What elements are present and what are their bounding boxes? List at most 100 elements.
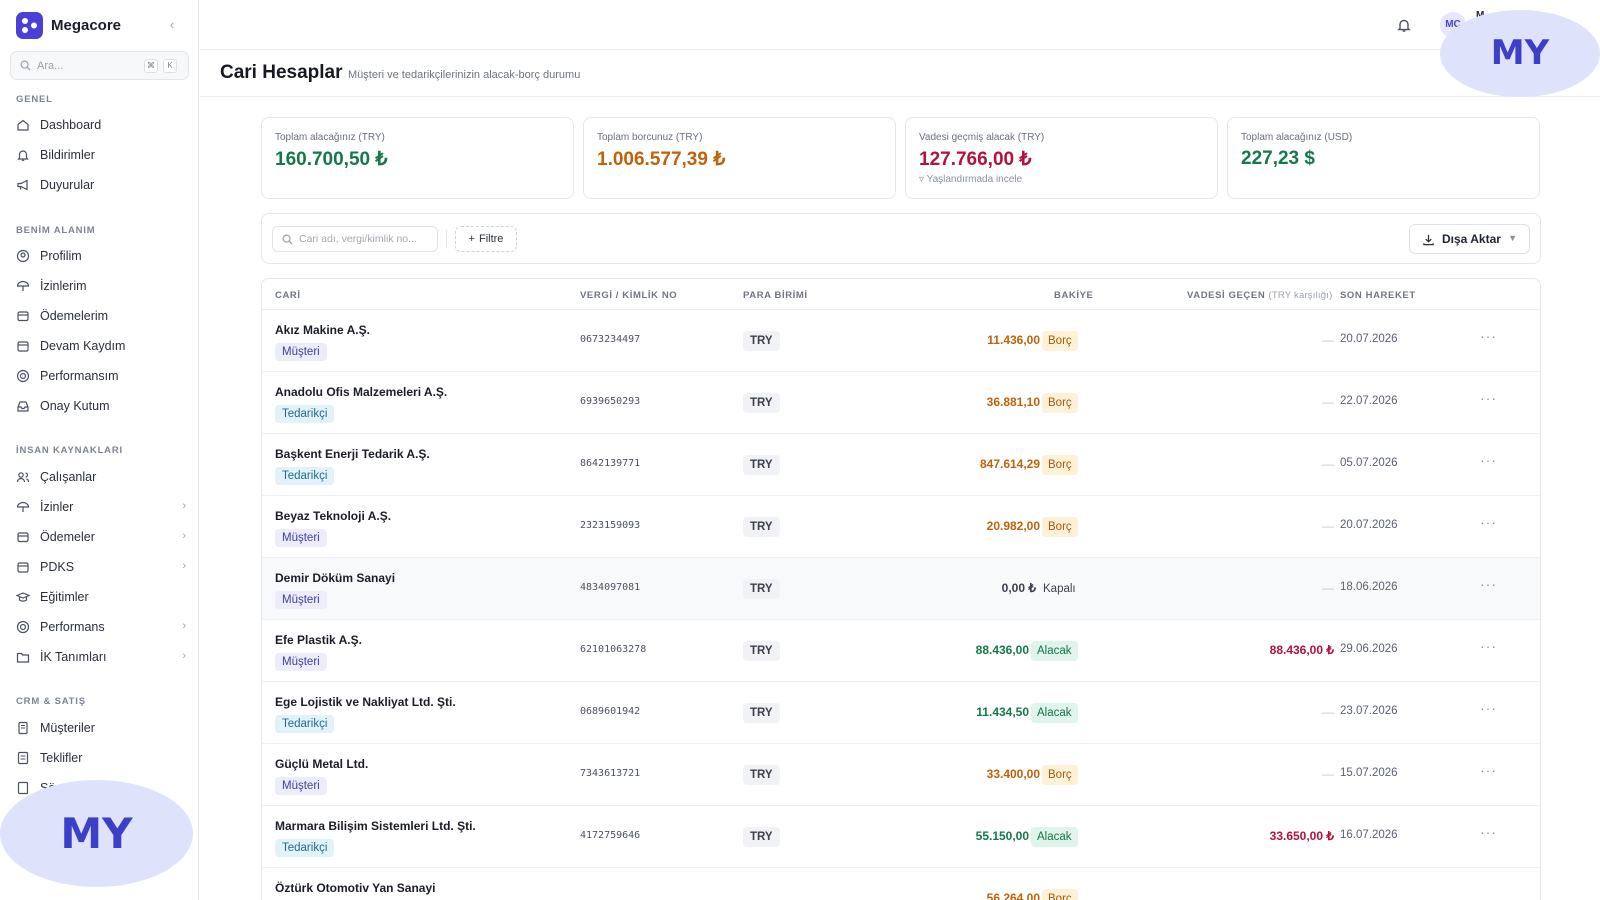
more-actions-icon[interactable]: ··· <box>1480 452 1497 468</box>
sidebar-item-odemeler[interactable]: Ödemeler › <box>16 526 186 548</box>
stat-value: 160.700,50 ₺ <box>275 149 388 170</box>
more-actions-icon[interactable]: ··· <box>1480 576 1497 592</box>
section-title-genel: GENEL <box>16 94 53 105</box>
stat-card-total-receivable-usd: Toplam alacağınız (USD) 227,23 $ <box>1227 117 1540 199</box>
sidebar-item-dashboard[interactable]: Dashboard <box>16 114 186 136</box>
sidebar-item-label: Çalışanlar <box>40 470 97 484</box>
sidebar-item-onay-kutum[interactable]: Onay Kutum <box>16 395 186 417</box>
chevron-right-icon: › <box>182 500 186 512</box>
sidebar-item-label: Müşteriler <box>40 721 95 735</box>
balance-status-badge: Borç <box>1042 765 1078 785</box>
shortcut-key-cmd: ⌘ <box>144 59 158 73</box>
sidebar-item-calisanlar[interactable]: Çalışanlar <box>16 466 186 488</box>
aging-link[interactable]: ▿ Yaşlandırmada incele <box>919 174 1022 185</box>
column-header-last-activity[interactable]: SON HAREKET <box>1340 290 1416 301</box>
sidebar-search-input[interactable]: Ara... ⌘ K <box>10 51 189 80</box>
more-actions-icon[interactable]: ··· <box>1480 700 1497 716</box>
page-subtitle: Müşteri ve tedarikçilerinizin alacak-bor… <box>348 69 581 81</box>
stat-card-total-debt-try: Toplam borcunuz (TRY) 1.006.577,39 ₺ <box>583 117 896 199</box>
account-name[interactable]: Anadolu Ofis Malzemeleri A.Ş. <box>275 385 448 399</box>
umbrella-icon <box>16 280 30 291</box>
account-name[interactable]: Efe Plastik A.Ş. <box>275 633 362 647</box>
table-row[interactable]: Ege Lojistik ve Nakliyat Ltd. Şti. Tedari… <box>262 682 1540 744</box>
more-actions-icon[interactable]: ··· <box>1480 824 1497 840</box>
export-button[interactable]: Dışa Aktar ▼ <box>1409 224 1530 254</box>
column-header-overdue[interactable]: VADESİ GEÇEN (TRY karşılığı) <box>1187 290 1332 301</box>
table-row[interactable]: Başkent Enerji Tedarik A.Ş. Tedarikçi 8642… <box>262 434 1540 496</box>
table-row[interactable]: Güçlü Metal Ltd. Müşteri 7343613721 TRY 33.4… <box>262 744 1540 806</box>
account-name[interactable]: Ege Lojistik ve Nakliyat Ltd. Şti. <box>275 695 456 709</box>
table-row[interactable]: Efe Plastik A.Ş. Müşteri 62101063278 TRY 88.… <box>262 620 1540 682</box>
brand[interactable]: Megacore <box>16 12 121 39</box>
table-row[interactable]: Beyaz Teknoloji A.Ş. Müşteri 2323159093 TRY… <box>262 496 1540 558</box>
sidebar-item-bildirimler[interactable]: Bildirimler <box>16 144 186 166</box>
sidebar-item-izinler[interactable]: İzinler › <box>16 496 186 518</box>
balance-amount: 56.264,00 ₺ <box>986 891 1051 900</box>
notifications-bell-icon[interactable] <box>1396 17 1412 33</box>
sidebar-item-label: İzinlerim <box>40 279 87 293</box>
column-header-currency[interactable]: PARA BİRİMİ <box>743 290 808 301</box>
filter-button[interactable]: + Filtre <box>455 226 517 252</box>
sidebar-item-label: PDKS <box>40 560 75 574</box>
umbrella-icon <box>16 501 30 512</box>
chevron-right-icon: › <box>182 650 186 662</box>
table-row[interactable]: Anadolu Ofis Malzemeleri A.Ş. Tedarikçi 69… <box>262 372 1540 434</box>
column-header-balance[interactable]: BAKİYE <box>1054 290 1094 301</box>
stat-card-total-receivable-try: Toplam alacağınız (TRY) 160.700,50 ₺ <box>261 117 574 199</box>
account-name[interactable]: Beyaz Teknoloji A.Ş. <box>275 509 392 523</box>
account-name[interactable]: Marmara Bilişim Sistemleri Ltd. Şti. <box>275 819 476 833</box>
account-name[interactable]: Akız Makine A.Ş. <box>275 323 370 337</box>
column-header-overdue-label: VADESİ GEÇEN <box>1187 290 1266 301</box>
more-actions-icon[interactable]: ··· <box>1480 514 1497 530</box>
last-activity-date: 15.07.2026 <box>1340 767 1398 779</box>
sidebar-item-teklifler[interactable]: Teklifler <box>16 747 186 769</box>
users-icon <box>16 472 30 483</box>
collapse-sidebar-icon[interactable]: ‹ <box>169 17 175 32</box>
more-actions-icon[interactable]: ··· <box>1480 328 1497 344</box>
sidebar-item-profilim[interactable]: Profilim <box>16 245 186 267</box>
more-actions-icon[interactable]: ··· <box>1480 390 1497 406</box>
account-search-input[interactable]: Cari adı, vergi/kimlik no... <box>272 226 438 252</box>
sidebar-item-pdks[interactable]: PDKS › <box>16 556 186 578</box>
section-title-crm-satis: CRM & SATIŞ <box>16 696 86 707</box>
megaphone-icon <box>17 179 28 191</box>
stat-label: Toplam alacağınız (TRY) <box>275 132 385 143</box>
currency-badge: TRY <box>743 703 780 723</box>
account-type-badge: Müşteri <box>275 529 327 547</box>
account-name[interactable]: Öztürk Otomotiv Yan Sanayi <box>275 881 436 895</box>
sidebar-item-izinlerim[interactable]: İzinlerim <box>16 275 186 297</box>
tax-number: 62101063278 <box>580 644 647 655</box>
column-header-tax[interactable]: VERGİ / KİMLİK NO <box>580 290 678 301</box>
table-row[interactable]: Öztürk Otomotiv Yan Sanayi 56.264,00 ₺ Bor… <box>262 868 1540 900</box>
sidebar-item-duyurular[interactable]: Duyurular <box>16 174 186 196</box>
sidebar-item-performans[interactable]: Performans › <box>16 616 186 638</box>
aging-link-label: Yaşlandırmada incele <box>926 174 1023 185</box>
more-actions-icon[interactable]: ··· <box>1480 762 1497 778</box>
overdue-amount: — <box>1322 519 1334 533</box>
account-name[interactable]: Demir Döküm Sanayi <box>275 571 396 585</box>
table-row[interactable]: Akız Makine A.Ş. Müşteri 0673234497 TRY 11.4… <box>262 310 1540 372</box>
last-activity-date: 23.07.2026 <box>1340 705 1398 717</box>
account-name[interactable]: Başkent Enerji Tedarik A.Ş. <box>275 447 430 461</box>
table-row[interactable]: Demir Döküm Sanayi Müşteri 4834097081 TRY 0,… <box>262 558 1540 620</box>
column-header-cari[interactable]: CARİ <box>275 290 301 301</box>
more-actions-icon[interactable]: ··· <box>1480 638 1497 654</box>
overdue-amount: — <box>1322 333 1334 347</box>
sidebar-item-label: Devam Kaydım <box>40 339 126 353</box>
stat-label: Toplam alacağınız (USD) <box>1241 132 1353 143</box>
sidebar-item-label: Profilim <box>40 249 82 263</box>
balance-amount: 33.400,00 ₺ <box>986 767 1051 781</box>
account-type-badge: Müşteri <box>275 591 327 609</box>
table-row[interactable]: Marmara Bilişim Sistemleri Ltd. Şti. Teda… <box>262 806 1540 868</box>
sidebar-item-performansim[interactable]: Performansım <box>16 365 186 387</box>
stat-label: Toplam borcunuz (TRY) <box>597 132 703 143</box>
sidebar-item-egitimler[interactable]: Eğitimler <box>16 586 186 608</box>
chevron-right-icon: › <box>182 530 186 542</box>
sidebar-item-devam-kaydim[interactable]: Devam Kaydım <box>16 335 186 357</box>
sidebar-item-odemelerim[interactable]: Ödemelerim <box>16 305 186 327</box>
sidebar-item-musteriler[interactable]: Müşteriler <box>16 717 186 739</box>
account-name[interactable]: Güçlü Metal Ltd. <box>275 757 369 771</box>
sidebar-item-ik-tanimlari[interactable]: İK Tanımları › <box>16 646 186 668</box>
sidebar-item-label: Performansım <box>40 369 119 383</box>
